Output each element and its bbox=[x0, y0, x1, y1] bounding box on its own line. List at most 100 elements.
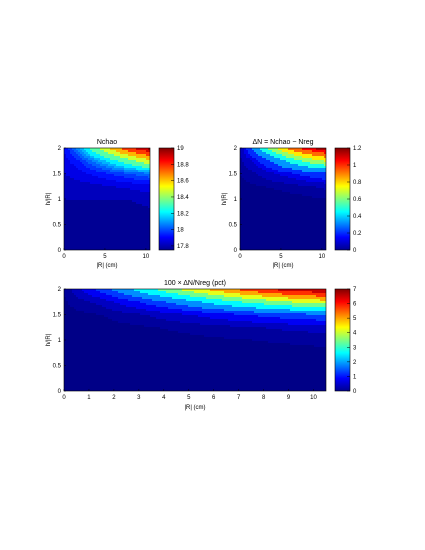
heatmap-cell bbox=[144, 208, 147, 211]
heatmap-cell bbox=[78, 148, 81, 151]
heatmap-cell bbox=[82, 196, 85, 199]
heatmap-cell bbox=[278, 295, 281, 298]
heatmap-cell bbox=[136, 166, 139, 169]
heatmap-cell bbox=[102, 162, 105, 165]
heatmap-cell bbox=[64, 248, 67, 250]
heatmap-cell bbox=[262, 202, 265, 205]
heatmap-cell bbox=[252, 164, 255, 167]
heatmap-cell bbox=[112, 166, 115, 169]
heatmap-cell bbox=[274, 222, 277, 225]
heatmap-cell bbox=[130, 248, 133, 250]
heatmap-cell bbox=[122, 226, 125, 229]
y-tick-label: 1 bbox=[58, 197, 62, 203]
heatmap-cell bbox=[92, 148, 95, 151]
heatmap-cell bbox=[70, 198, 73, 201]
heatmap-cell bbox=[110, 224, 113, 227]
heatmap-cell bbox=[104, 152, 107, 155]
heatmap-cell bbox=[298, 236, 301, 239]
heatmap-cell bbox=[294, 160, 297, 163]
heatmap-cell bbox=[80, 162, 83, 165]
heatmap-cell bbox=[88, 180, 91, 183]
heatmap-cell bbox=[140, 224, 143, 227]
heatmap-cell bbox=[66, 196, 69, 199]
heatmap-cell bbox=[310, 158, 313, 161]
heatmap-cell bbox=[86, 162, 89, 165]
heatmap-cell bbox=[164, 295, 167, 298]
heatmap-cell bbox=[66, 218, 69, 221]
heatmap-cell bbox=[272, 218, 275, 221]
heatmap-cell bbox=[132, 160, 135, 163]
heatmap-cell bbox=[318, 160, 321, 163]
heatmap-cell bbox=[238, 289, 241, 292]
heatmap-cell bbox=[324, 244, 326, 247]
heatmap-cell bbox=[304, 164, 307, 167]
heatmap-cell bbox=[258, 186, 261, 189]
heatmap-cell bbox=[298, 196, 301, 199]
heatmap-cell bbox=[282, 291, 285, 294]
heatmap-cell bbox=[86, 228, 89, 231]
heatmap-cell bbox=[282, 160, 285, 163]
heatmap-cell bbox=[82, 160, 85, 163]
heatmap-cell bbox=[72, 188, 75, 191]
heatmap-cell bbox=[254, 236, 257, 239]
heatmap-cell bbox=[258, 160, 261, 163]
heatmap-cell bbox=[144, 206, 147, 209]
heatmap-cell bbox=[144, 188, 147, 191]
heatmap-cell bbox=[84, 174, 87, 177]
heatmap-cell bbox=[80, 156, 83, 159]
heatmap-cell bbox=[118, 168, 121, 171]
heatmap-cell bbox=[312, 234, 315, 237]
heatmap-cell bbox=[268, 291, 271, 294]
heatmap-cell bbox=[254, 176, 257, 179]
heatmap-cell bbox=[252, 208, 255, 211]
heatmap-cell bbox=[68, 206, 71, 209]
heatmap-cell bbox=[128, 152, 131, 155]
heatmap-cell bbox=[322, 242, 325, 245]
heatmap-cell bbox=[274, 234, 277, 237]
heatmap-cell bbox=[272, 174, 275, 177]
heatmap-cell bbox=[84, 154, 87, 157]
heatmap-cell bbox=[258, 248, 261, 250]
heatmap-cell bbox=[116, 202, 119, 205]
heatmap-cell bbox=[272, 212, 275, 215]
heatmap-cell bbox=[274, 244, 277, 247]
heatmap-cell bbox=[248, 178, 251, 181]
heatmap-cell bbox=[308, 208, 311, 211]
heatmap-cell bbox=[124, 184, 127, 187]
heatmap-cell bbox=[94, 242, 97, 245]
heatmap-cell bbox=[316, 220, 319, 223]
heatmap-cell bbox=[104, 158, 107, 161]
heatmap-cell bbox=[314, 156, 317, 159]
heatmap-cell bbox=[106, 186, 109, 189]
heatmap-cell bbox=[74, 240, 77, 243]
heatmap-cell bbox=[260, 166, 263, 169]
heatmap-cell bbox=[106, 156, 109, 159]
heatmap-cell bbox=[66, 178, 69, 181]
heatmap-cell bbox=[138, 202, 141, 205]
heatmap-cell bbox=[284, 224, 287, 227]
heatmap-cell bbox=[140, 154, 143, 157]
heatmap-cell bbox=[280, 162, 283, 165]
heatmap-cell bbox=[270, 206, 273, 209]
heatmap-cell bbox=[322, 295, 325, 298]
heatmap-cell bbox=[298, 152, 301, 155]
heatmap-cell bbox=[316, 289, 319, 292]
heatmap-cell bbox=[246, 152, 249, 155]
heatmap-cell bbox=[86, 186, 89, 189]
heatmap-cell bbox=[120, 196, 123, 199]
heatmap-cell bbox=[252, 202, 255, 205]
heatmap-cell bbox=[126, 186, 129, 189]
heatmap-cell bbox=[260, 160, 263, 163]
heatmap-cell bbox=[126, 190, 129, 193]
heatmap-cell bbox=[78, 210, 81, 213]
heatmap-cell bbox=[90, 164, 93, 167]
heatmap-cell bbox=[136, 210, 139, 213]
heatmap-cell bbox=[84, 234, 87, 237]
heatmap-cell bbox=[148, 188, 150, 191]
heatmap-cell bbox=[110, 198, 113, 201]
heatmap-cell bbox=[136, 232, 139, 235]
heatmap-cell bbox=[88, 168, 91, 171]
heatmap-cell bbox=[246, 236, 249, 239]
heatmap-cell bbox=[264, 188, 267, 191]
heatmap-cell bbox=[298, 192, 301, 195]
